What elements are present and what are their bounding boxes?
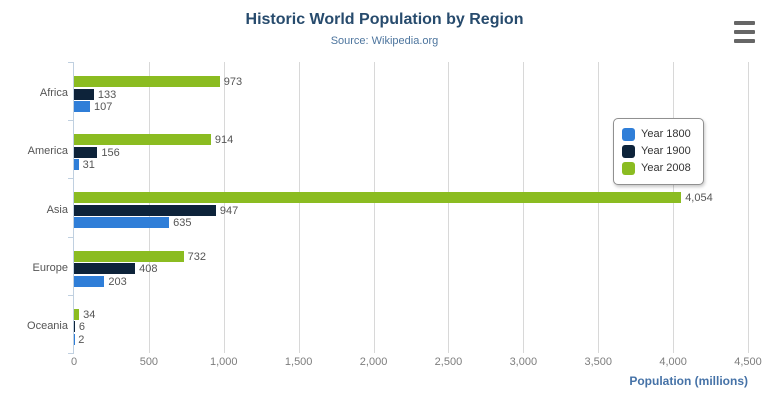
category-tick — [68, 120, 74, 121]
bar-value-label: 203 — [108, 275, 127, 288]
bar-value-label: 947 — [219, 204, 239, 217]
bar-europe-year-2008[interactable] — [74, 250, 184, 262]
bar-africa-year-2008[interactable] — [74, 76, 220, 87]
category-label-oceania: Oceania — [27, 320, 68, 332]
x-tick-label: 0 — [70, 356, 78, 368]
bar-america-year-1800[interactable] — [74, 159, 79, 171]
bar-value-label: 4,054 — [685, 192, 713, 205]
category-label-asia: Asia — [46, 204, 68, 216]
legend-item-year-2008[interactable]: Year 2008 — [622, 160, 691, 177]
gridline — [223, 62, 225, 353]
legend-label: Year 1900 — [641, 145, 691, 157]
legend-item-year-1800[interactable]: Year 1800 — [622, 126, 691, 143]
legend-swatch-icon — [622, 162, 635, 175]
bar-value-label: 732 — [187, 250, 206, 263]
x-tick-label: 3,500 — [584, 356, 612, 368]
legend-item-year-1900[interactable]: Year 1900 — [622, 143, 691, 160]
category-tick — [68, 178, 74, 179]
bar-asia-year-2008[interactable] — [74, 192, 682, 204]
bar-europe-year-1800[interactable] — [74, 275, 105, 287]
hamburger-bar — [734, 39, 755, 43]
gridline — [673, 62, 675, 353]
bar-value-label: 914 — [214, 134, 234, 147]
bar-value-label: 34 — [83, 308, 96, 321]
legend-label: Year 1800 — [641, 128, 691, 140]
x-tick-label: 1,500 — [284, 356, 313, 368]
legend-swatch-icon — [622, 145, 635, 158]
legend: Year 1800 Year 1900 Year 2008 — [613, 118, 704, 185]
category-tick — [68, 295, 74, 296]
gridline — [373, 62, 375, 353]
category-label-america: America — [27, 145, 68, 157]
bar-value-label: 156 — [101, 146, 120, 159]
bar-value-label: 6 — [78, 321, 86, 334]
category-label-africa: Africa — [39, 87, 68, 99]
x-axis-title: Population (millions) — [629, 374, 748, 388]
gridline — [598, 62, 600, 353]
gridline — [298, 62, 300, 353]
category-tick — [68, 353, 74, 354]
bar-africa-year-1800[interactable] — [74, 101, 91, 112]
category-label-europe: Europe — [32, 262, 68, 274]
legend-swatch-icon — [622, 128, 635, 141]
x-tick-label: 2,500 — [434, 356, 463, 368]
x-tick-label: 500 — [139, 356, 159, 368]
gridline — [523, 62, 525, 353]
legend-label: Year 2008 — [641, 162, 691, 174]
gridline — [448, 62, 450, 353]
category-tick — [68, 237, 74, 238]
bar-asia-year-1800[interactable] — [74, 217, 170, 229]
bar-value-label: 408 — [139, 263, 158, 276]
bar-value-label: 973 — [223, 76, 243, 88]
bar-oceania-year-2008[interactable] — [74, 308, 80, 320]
gridline — [748, 62, 749, 353]
x-tick-label: 4,500 — [734, 356, 762, 368]
x-tick-label: 3,000 — [509, 356, 538, 368]
hamburger-menu-icon[interactable] — [734, 20, 755, 44]
bar-africa-year-1900[interactable] — [74, 88, 94, 100]
bar-value-label: 107 — [94, 101, 113, 113]
y-axis-line — [73, 62, 74, 353]
bar-america-year-2008[interactable] — [74, 134, 211, 146]
bar-asia-year-1900[interactable] — [74, 204, 216, 216]
bar-value-label: 2 — [78, 333, 85, 346]
hamburger-bar — [734, 21, 755, 25]
x-tick-label: 2,000 — [359, 356, 388, 368]
bar-value-label: 31 — [82, 159, 95, 172]
plot-area: 973 133 107 914 156 31 4,054 947 635 732 408 203 34 6… — [68, 62, 749, 354]
x-tick-label: 4,000 — [659, 356, 687, 368]
bar-europe-year-1900[interactable] — [74, 263, 136, 275]
bar-america-year-1900[interactable] — [74, 146, 98, 158]
category-tick — [68, 62, 74, 63]
hamburger-bar — [734, 30, 755, 34]
chart-subtitle: Source: Wikipedia.org — [330, 35, 439, 47]
bar-value-label: 635 — [173, 217, 192, 230]
bar-value-label: 133 — [97, 88, 117, 101]
chart-title: Historic World Population by Region — [245, 11, 524, 28]
bar-oceania-year-1900[interactable] — [74, 321, 75, 333]
x-tick-label: 1,000 — [210, 356, 238, 368]
